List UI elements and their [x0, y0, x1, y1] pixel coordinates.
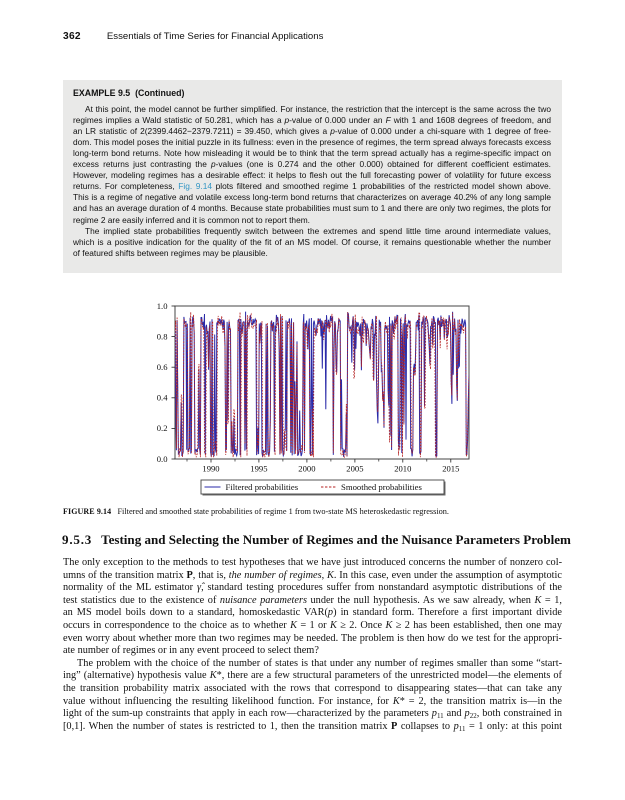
svg-text:1990: 1990 [202, 464, 219, 474]
svg-text:Smoothed probabilities: Smoothed probabilities [341, 482, 422, 492]
svg-text:0.2: 0.2 [157, 423, 168, 433]
svg-text:Filtered probabilities: Filtered probabilities [226, 482, 299, 492]
svg-text:0.8: 0.8 [157, 331, 168, 341]
svg-text:1995: 1995 [250, 464, 267, 474]
svg-text:1.0: 1.0 [157, 301, 168, 311]
svg-text:2010: 2010 [394, 464, 411, 474]
svg-text:2005: 2005 [346, 464, 363, 474]
svg-text:0.0: 0.0 [157, 454, 168, 464]
svg-text:2000: 2000 [298, 464, 315, 474]
svg-text:0.6: 0.6 [157, 362, 168, 372]
svg-text:0.4: 0.4 [157, 393, 168, 403]
svg-text:2015: 2015 [442, 464, 459, 474]
